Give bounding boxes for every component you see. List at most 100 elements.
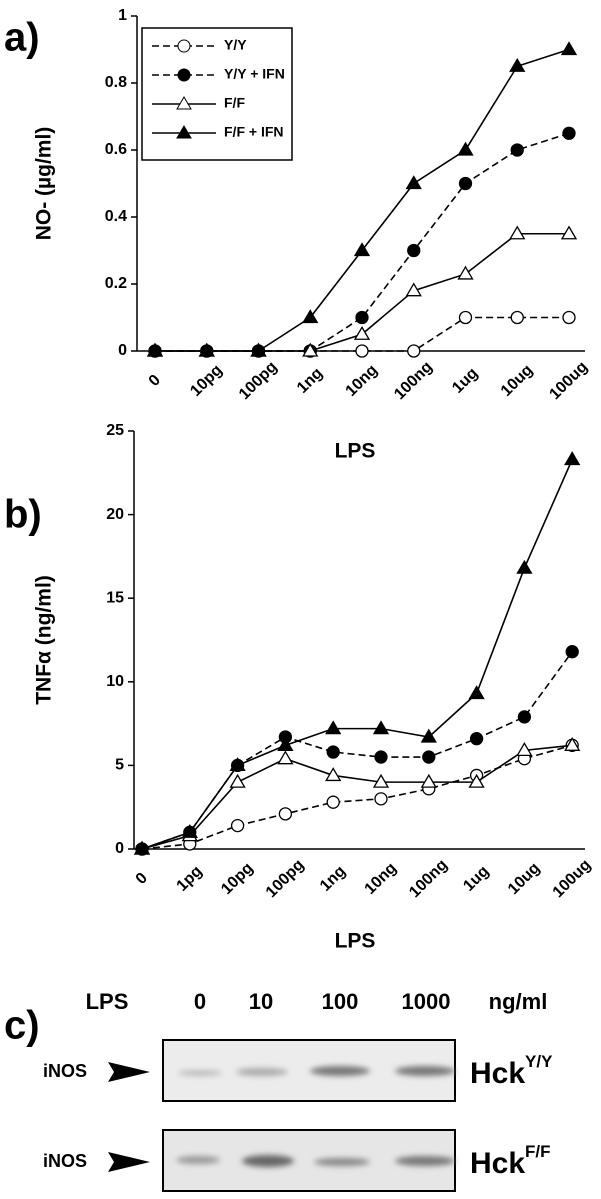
marker bbox=[564, 737, 581, 751]
marker bbox=[420, 728, 437, 743]
x-tick-label: 100pg bbox=[263, 856, 308, 901]
marker bbox=[355, 344, 369, 358]
arrow bbox=[108, 1152, 150, 1172]
marker bbox=[560, 41, 578, 56]
marker bbox=[181, 823, 198, 838]
x-tick-label: 100ug bbox=[546, 358, 591, 403]
y-tick-label: 0.8 bbox=[105, 74, 127, 91]
x-tick-label: 10ug bbox=[498, 362, 536, 400]
series bbox=[135, 645, 579, 856]
x-tick-label: 1pg bbox=[174, 863, 206, 895]
x-tick-label: 100ng bbox=[406, 856, 451, 901]
marker bbox=[509, 57, 526, 72]
x-tick-label: 100ng bbox=[391, 358, 436, 403]
x-tick-label: 1ug bbox=[449, 365, 481, 397]
marker bbox=[457, 265, 474, 280]
x-tick-label: 10pg bbox=[187, 362, 225, 400]
bands bbox=[176, 1155, 455, 1167]
y-tick-label: 1 bbox=[118, 7, 127, 24]
legend-label: Y/Y + IFN bbox=[224, 66, 285, 82]
y-tick-label: 10 bbox=[106, 673, 124, 690]
series bbox=[146, 41, 578, 357]
marker bbox=[325, 720, 342, 735]
blot-header: LPS 0 10 100 1000 ng/ml bbox=[86, 989, 548, 1014]
y-axis-label: NO- (µg/ml) bbox=[33, 127, 56, 241]
y-tick-label: 0 bbox=[115, 840, 124, 857]
marker bbox=[278, 807, 293, 821]
x-tick-label: 1ng bbox=[317, 863, 349, 895]
marker bbox=[250, 342, 267, 357]
marker bbox=[405, 175, 422, 190]
marker bbox=[133, 840, 151, 855]
marker bbox=[229, 757, 246, 772]
marker bbox=[517, 710, 532, 724]
y-axis-label: TNFα (ng/ml) bbox=[33, 575, 56, 705]
legend-marker bbox=[177, 68, 191, 82]
line bbox=[141, 459, 573, 850]
marker bbox=[562, 126, 576, 140]
x-tick-label: 100ug bbox=[550, 856, 595, 901]
genotype: HckY/Y bbox=[470, 1052, 553, 1089]
header-label: ng/ml bbox=[489, 989, 548, 1014]
marker bbox=[468, 773, 485, 788]
marker bbox=[560, 225, 578, 240]
y-tick-label: 20 bbox=[106, 506, 124, 523]
marker bbox=[468, 685, 485, 700]
y-tick-label: 0.2 bbox=[105, 275, 127, 292]
marker bbox=[407, 344, 421, 358]
marker bbox=[326, 745, 340, 759]
marker bbox=[146, 342, 164, 357]
band-label: iNOS bbox=[43, 1061, 87, 1081]
x-tick-label: 1ng bbox=[294, 365, 326, 397]
marker bbox=[372, 720, 390, 735]
marker bbox=[516, 559, 533, 574]
legend-label: F/F bbox=[224, 95, 245, 111]
panel-label: b) bbox=[4, 493, 42, 537]
x-tick-label: 0 bbox=[146, 372, 164, 390]
blot-row: iNOS HckY/Y bbox=[43, 1039, 553, 1102]
y-tick-label: 25 bbox=[106, 422, 124, 439]
y-tick-label: 0.4 bbox=[105, 208, 127, 225]
marker bbox=[326, 795, 340, 809]
genotype: HckF/F bbox=[470, 1142, 551, 1179]
marker bbox=[355, 310, 369, 325]
marker bbox=[562, 310, 576, 325]
marker bbox=[302, 342, 319, 357]
line bbox=[141, 744, 573, 850]
legend-marker bbox=[177, 39, 191, 53]
marker bbox=[353, 325, 371, 340]
band-label: iNOS bbox=[43, 1151, 87, 1171]
marker bbox=[198, 342, 215, 357]
marker bbox=[516, 742, 533, 757]
x-tick-label: 0 bbox=[133, 870, 151, 888]
marker bbox=[469, 731, 484, 746]
marker bbox=[509, 225, 526, 240]
header-label: 0 bbox=[194, 989, 206, 1014]
marker bbox=[277, 737, 294, 751]
panel-label: c) bbox=[4, 1004, 40, 1048]
marker bbox=[422, 750, 436, 764]
x-tick-label: 100pg bbox=[236, 358, 281, 403]
marker bbox=[458, 176, 473, 191]
panel-label: a) bbox=[4, 16, 40, 60]
y-tick-label: 0 bbox=[118, 342, 127, 359]
marker bbox=[420, 773, 437, 788]
marker bbox=[510, 143, 524, 157]
legend-marker bbox=[176, 125, 192, 139]
marker bbox=[565, 645, 579, 659]
x-axis-label: LPS bbox=[335, 440, 376, 463]
series bbox=[133, 451, 581, 855]
header-label: 1000 bbox=[402, 989, 451, 1014]
series bbox=[148, 126, 576, 358]
marker bbox=[277, 750, 294, 765]
x-tick-label: 10ng bbox=[362, 860, 400, 898]
y-tick-label: 0.6 bbox=[105, 141, 127, 158]
legend-marker bbox=[176, 96, 192, 110]
x-tick-label: 10ng bbox=[343, 362, 381, 400]
series bbox=[135, 738, 579, 856]
x-tick-label: 1ug bbox=[460, 863, 492, 895]
legend-label: Y/Y bbox=[224, 37, 247, 53]
marker bbox=[374, 750, 388, 764]
blot-row: iNOS HckF/F bbox=[43, 1129, 551, 1192]
